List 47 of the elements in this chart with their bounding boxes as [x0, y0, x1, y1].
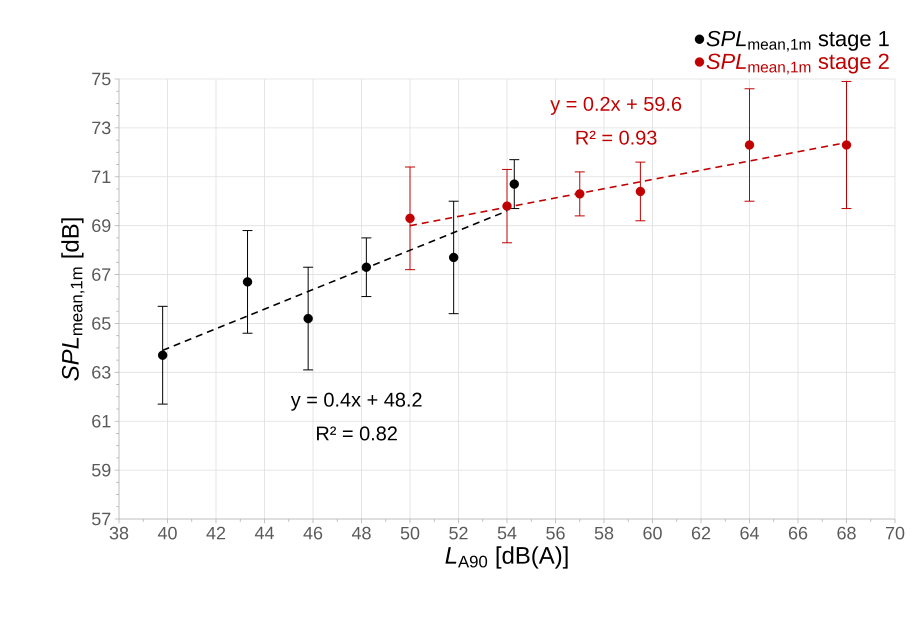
- annotation: R² = 0.93: [576, 130, 656, 145]
- x-tick-label: 50: [400, 526, 420, 540]
- legend-label: SPL$_{mean,1m}$ stage 1: [706, 30, 889, 52]
- annotation: R² = 0.82: [317, 426, 397, 440]
- annotation: y = 0.4x + 48.2: [290, 392, 422, 411]
- x-tick-label: 38: [110, 526, 128, 540]
- point: [636, 186, 646, 196]
- point: [510, 179, 519, 189]
- x-tick-label: 56: [546, 526, 565, 540]
- point: [158, 350, 168, 360]
- y-tick-label: 63: [92, 366, 110, 379]
- x-tick-label: 42: [206, 526, 226, 540]
- x-tick-label: 60: [643, 526, 662, 540]
- x-tick-label: 54: [498, 526, 516, 540]
- point: [842, 140, 852, 150]
- y-tick-label: 61: [92, 414, 110, 428]
- point: [744, 140, 754, 150]
- annotation: y = 0.2x + 59.6: [550, 96, 682, 115]
- y-tick-label: 67: [92, 268, 110, 281]
- x-tick-label: 52: [449, 526, 468, 540]
- x-axis-title: L$_{A90}$ [dB(A)]: [445, 546, 568, 569]
- point: [575, 189, 584, 199]
- x-tick-label: 46: [303, 526, 322, 540]
- y-tick-label: 65: [92, 317, 110, 330]
- x-tick-label: 40: [158, 526, 177, 540]
- point: [502, 201, 512, 211]
- x-tick-label: 66: [788, 526, 808, 540]
- x-tick-label: 70: [886, 526, 904, 540]
- point: [242, 277, 252, 287]
- x-tick-label: 58: [594, 526, 614, 540]
- x-tick-label: 64: [740, 526, 759, 540]
- y-tick-label: 75: [92, 72, 110, 86]
- point: [405, 214, 415, 224]
- y-tick-label: 57: [92, 512, 110, 526]
- y-tick-label: 59: [92, 464, 110, 476]
- point: [303, 314, 313, 324]
- point: [362, 262, 372, 272]
- y-axis-title: SPL$_{mean,1m}$ [dB]: [61, 218, 84, 381]
- x-tick-label: 62: [692, 526, 710, 540]
- y-tick-label: 73: [92, 122, 110, 134]
- y-tick-label: 71: [92, 170, 110, 183]
- point: [448, 252, 458, 262]
- x-tick-label: 48: [352, 526, 371, 540]
- y-tick-label: 69: [92, 219, 110, 232]
- x-tick-label: 68: [837, 526, 856, 540]
- legend-label: SPL$_{mean,1m}$ stage 2: [706, 54, 889, 74]
- x-tick-label: 44: [254, 526, 274, 540]
